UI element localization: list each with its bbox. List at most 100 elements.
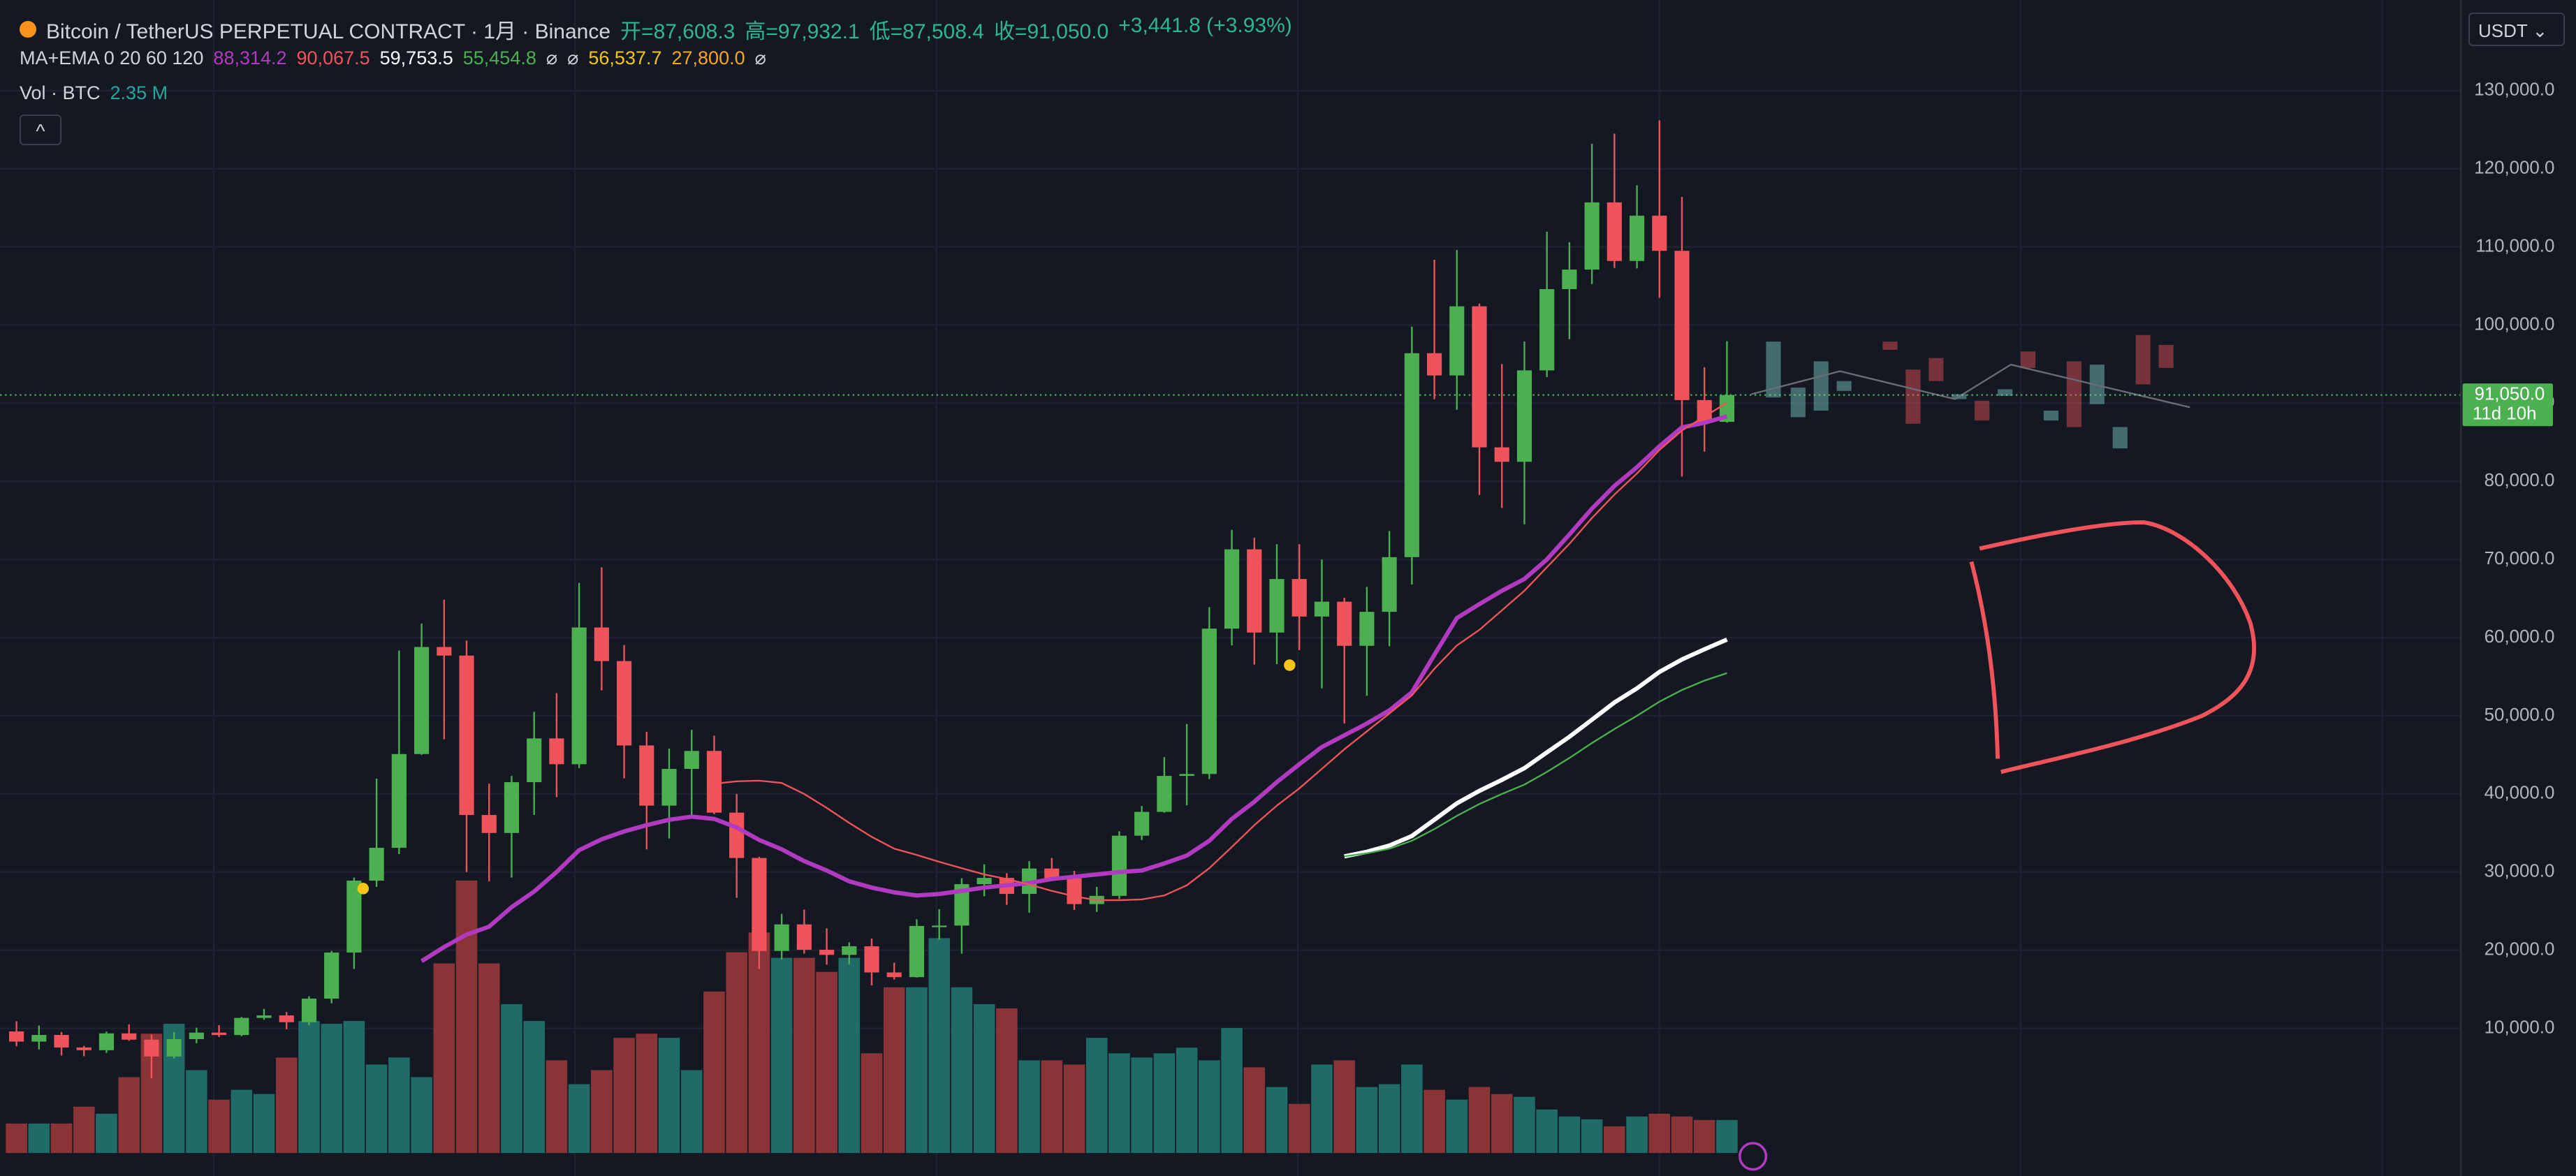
candle-body	[1516, 370, 1532, 462]
volume-label: Vol · BTC	[20, 82, 101, 103]
indicator-value: 27,800.0	[671, 47, 745, 68]
y-tick-label: 70,000.0	[2484, 549, 2555, 568]
y-tick-label: 130,000.0	[2474, 80, 2554, 100]
volume-bar	[1356, 1087, 1378, 1154]
volume-bar	[1108, 1053, 1130, 1154]
volume-bar	[1153, 1053, 1176, 1154]
countdown-label: 11d 10h	[2473, 404, 2537, 424]
volume-bar	[906, 987, 928, 1154]
candle-body	[752, 858, 767, 951]
volume-bar	[703, 991, 725, 1154]
volume-legend: Vol · BTC 2.35 M	[20, 82, 168, 104]
volume-bar	[1424, 1089, 1445, 1154]
candle-body	[1562, 270, 1577, 290]
candle-body	[1629, 215, 1645, 261]
ma-line	[714, 402, 1728, 902]
candle-body	[1472, 306, 1487, 448]
icon	[1739, 1142, 1768, 1171]
volume-bar	[6, 1123, 27, 1154]
volume-bar	[1131, 1057, 1152, 1154]
volume-bar	[636, 1034, 658, 1154]
volume-bar	[1604, 1126, 1625, 1154]
candle-body	[414, 647, 430, 754]
candle-body	[1426, 353, 1442, 376]
candle-body	[256, 1015, 272, 1018]
candle-body	[1111, 835, 1127, 896]
candle-body	[1201, 629, 1217, 774]
candle-body	[1067, 878, 1082, 904]
candle-body	[98, 1033, 115, 1050]
candle-body	[279, 1015, 294, 1022]
volume-bar	[321, 1024, 342, 1154]
volume-bar	[591, 1070, 613, 1154]
collapse-button[interactable]: ^	[20, 115, 61, 145]
last-price-label: 91,050.0	[2475, 384, 2545, 404]
indicator-value: ⌀	[754, 47, 766, 68]
candle-body	[1314, 601, 1330, 617]
volume-bar	[1221, 1028, 1243, 1154]
candle-body	[31, 1035, 47, 1042]
volume-bar	[1333, 1060, 1355, 1154]
currency-select[interactable]: USDT ⌄	[2468, 13, 2565, 46]
indicator-values: 88,314.2 90,067.5 59,753.5 55,454.8 ⌀ ⌀ 56,537…	[213, 47, 766, 69]
symbol-title: Bitcoin / TetherUS PERPETUAL CONTRACT · …	[46, 20, 611, 43]
candle-body	[527, 738, 542, 783]
volume-bar	[1558, 1116, 1581, 1154]
ohlc-value: 收=91,050.0	[993, 20, 1109, 43]
candle-body	[1044, 868, 1060, 879]
volume-bar	[411, 1077, 432, 1154]
y-tick-label: 100,000.0	[2474, 314, 2554, 334]
candle-body	[1652, 215, 1667, 251]
volume-bar	[478, 963, 500, 1154]
candle-body	[1269, 579, 1285, 633]
candle-body	[706, 751, 722, 813]
volume-bar	[455, 880, 478, 1154]
candle-body	[819, 950, 835, 955]
marker	[357, 883, 369, 895]
volume-bar	[208, 1099, 230, 1154]
volume-bar	[996, 1008, 1018, 1154]
candle-body	[1719, 395, 1735, 422]
volume-bar	[253, 1094, 275, 1154]
candle-body	[639, 745, 654, 806]
candle-body	[1494, 447, 1509, 462]
last-price-box	[2462, 383, 2554, 427]
volume-bar	[1581, 1119, 1603, 1154]
ohlc-value: 低=87,508.4	[869, 20, 984, 43]
volume-bar	[73, 1106, 95, 1154]
y-tick-label: 60,000.0	[2484, 627, 2555, 647]
candle-body	[1607, 202, 1622, 261]
candle-body	[1449, 306, 1465, 376]
indicator-label: MA+EMA 0 20 60 120	[20, 47, 204, 68]
candle-body	[324, 952, 339, 999]
volume-bar	[186, 1070, 207, 1154]
candle-body	[144, 1039, 159, 1057]
volume-bar	[748, 932, 770, 1154]
volume-bar	[973, 1004, 995, 1154]
ohlc-value: 高=97,932.1	[745, 20, 860, 43]
candle-body	[1157, 776, 1172, 812]
y-tick-label: 10,000.0	[2484, 1017, 2555, 1037]
candle-body	[391, 754, 407, 848]
volume-bar	[1693, 1119, 1715, 1154]
y-tick-label: 110,000.0	[2475, 236, 2554, 256]
indicator-legend: MA+EMA 0 20 60 120 88,314.2 90,067.5 59,75…	[20, 47, 766, 69]
candle-body	[346, 881, 362, 953]
volume-bar	[1176, 1048, 1198, 1154]
candle-body	[932, 925, 947, 927]
volume-bar	[1266, 1087, 1288, 1154]
volume-bar	[1063, 1064, 1085, 1154]
candle-body	[1382, 557, 1397, 612]
ma-line	[420, 414, 1728, 963]
volume-bar	[1491, 1094, 1513, 1154]
candle-body	[1224, 549, 1240, 629]
volume-bar	[275, 1057, 298, 1154]
candle-body	[796, 924, 812, 950]
candle-body	[437, 647, 452, 656]
candle-body	[54, 1035, 69, 1048]
volume-bar	[1716, 1119, 1738, 1154]
currency: USDT	[2478, 20, 2528, 41]
volume-bar	[951, 987, 973, 1154]
ohlc-summary: 开=87,608.3 高=97,932.1 低=87,508.4 收=91,050.0…	[620, 14, 1292, 45]
